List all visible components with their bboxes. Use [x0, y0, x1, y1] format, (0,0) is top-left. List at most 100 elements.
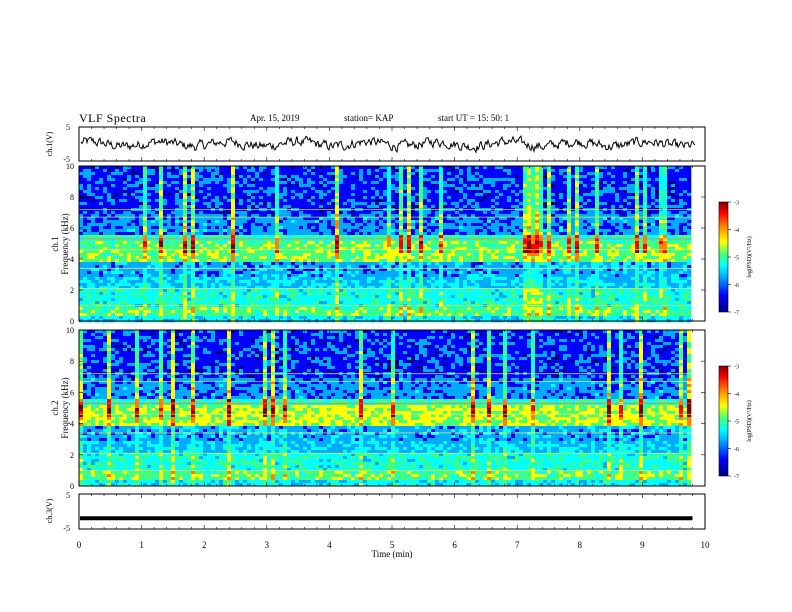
spectrogram-cell	[111, 166, 116, 170]
spectrogram-cell	[443, 229, 448, 233]
spectrogram-cell	[267, 271, 272, 275]
spectrogram-cell	[379, 316, 384, 320]
spectrogram-cell	[215, 169, 220, 173]
spectrogram-cell	[215, 259, 220, 263]
spectrogram-cell	[83, 202, 88, 206]
spectrogram-cell	[163, 220, 168, 224]
spectrogram-cell	[311, 184, 316, 188]
spectrogram-cell	[387, 295, 392, 299]
spectrogram-cell	[135, 187, 140, 191]
spectrogram-cell	[315, 232, 320, 236]
spectrogram-cell	[127, 199, 132, 203]
spectrogram-cell	[167, 172, 172, 176]
spectrogram-cell	[207, 232, 212, 236]
spectrogram-cell	[139, 283, 144, 287]
spectrogram-cell	[351, 271, 356, 275]
spectrogram-cell	[327, 169, 332, 173]
spectrogram-cell	[435, 238, 440, 242]
spectrogram-cell	[219, 292, 224, 296]
spectrogram-cell	[427, 256, 432, 260]
spectrogram-cell	[311, 271, 316, 275]
spectrogram-cell	[323, 196, 328, 200]
spectrogram-cell	[319, 205, 324, 209]
spectrogram-cell	[255, 226, 260, 230]
spectrogram-cell	[263, 307, 268, 311]
spectrogram-cell	[211, 211, 216, 215]
spectrogram-cell	[347, 253, 352, 257]
spectrogram-cell	[367, 283, 372, 287]
spectrogram-cell	[451, 241, 456, 245]
spectrogram-cell	[435, 187, 440, 191]
spectrogram-cell	[451, 280, 456, 284]
spectrogram-cell	[79, 256, 84, 260]
spectrogram-cell	[347, 292, 352, 296]
spectrogram-cell	[191, 277, 196, 281]
spectrogram-cell	[379, 181, 384, 185]
spectrogram-cell	[247, 220, 252, 224]
spectrogram-cell	[223, 271, 228, 275]
spectrogram-cell	[387, 181, 392, 185]
spectrogram-cell	[111, 181, 116, 185]
spectrogram-cell	[203, 271, 208, 275]
spectrogram-cell	[91, 295, 96, 299]
spectrogram-cell	[379, 283, 384, 287]
spectrogram-cell	[83, 166, 88, 170]
spectrogram-cell	[219, 259, 224, 263]
spectrogram-cell	[327, 229, 332, 233]
spectrogram-cell	[303, 244, 308, 248]
spectrogram-cell	[187, 283, 192, 287]
spectrogram-cell	[439, 277, 444, 281]
spectrogram-cell	[299, 217, 304, 221]
spectrogram-cell	[323, 253, 328, 257]
spectrogram-cell	[263, 313, 268, 317]
spectrogram-cell	[371, 211, 376, 215]
spectrogram-cell	[107, 265, 112, 269]
spectrogram-cell	[263, 265, 268, 269]
spectrogram-cell	[439, 238, 444, 242]
spectrogram-cell	[235, 292, 240, 296]
spectrogram-cell	[243, 286, 248, 290]
spectrogram-cell	[371, 217, 376, 221]
spectrogram-cell	[195, 277, 200, 281]
spectrogram-cell	[163, 217, 168, 221]
spectrogram-cell	[179, 250, 184, 254]
spectrogram-cell	[339, 226, 344, 230]
spectrogram-cell	[303, 307, 308, 311]
spectrogram-cell	[443, 280, 448, 284]
spectrogram-cell	[243, 220, 248, 224]
spectrogram-cell	[223, 268, 228, 272]
spectrogram-cell	[95, 172, 100, 176]
spectrogram-cell	[163, 169, 168, 173]
spectrogram-cell	[215, 229, 220, 233]
spectrogram-cell	[107, 292, 112, 296]
spectrogram-cell	[267, 265, 272, 269]
spectrogram-cell	[147, 247, 152, 251]
spectrogram-cell	[263, 235, 268, 239]
spectrogram-cell	[207, 274, 212, 278]
spectrogram-cell	[351, 229, 356, 233]
spectrogram-cell	[223, 217, 228, 221]
spectrogram-cell	[359, 271, 364, 275]
spectrogram-cell	[451, 232, 456, 236]
spectrogram-cell	[279, 196, 284, 200]
spectrogram-cell	[343, 223, 348, 227]
spectrogram-cell	[303, 271, 308, 275]
spectrogram-cell	[343, 268, 348, 272]
spectrogram-cell	[151, 286, 156, 290]
spectrogram-cell	[327, 259, 332, 263]
spectrogram-cell	[419, 310, 424, 314]
spectrogram-cell	[427, 307, 432, 311]
spectrogram-cell	[103, 220, 108, 224]
spectrogram-cell	[195, 214, 200, 218]
spectrogram-cell	[199, 220, 204, 224]
spectrogram-cell	[123, 196, 128, 200]
spectrogram-cell	[439, 169, 444, 173]
spectrogram-cell	[171, 265, 176, 269]
spectrogram-cell	[83, 211, 88, 215]
spectrogram-cell	[431, 226, 436, 230]
spectrogram-cell	[423, 268, 428, 272]
spectrogram-cell	[399, 190, 404, 194]
spectrogram-cell	[107, 181, 112, 185]
spectrogram-cell	[423, 250, 428, 254]
spectrogram-cell	[175, 244, 180, 248]
